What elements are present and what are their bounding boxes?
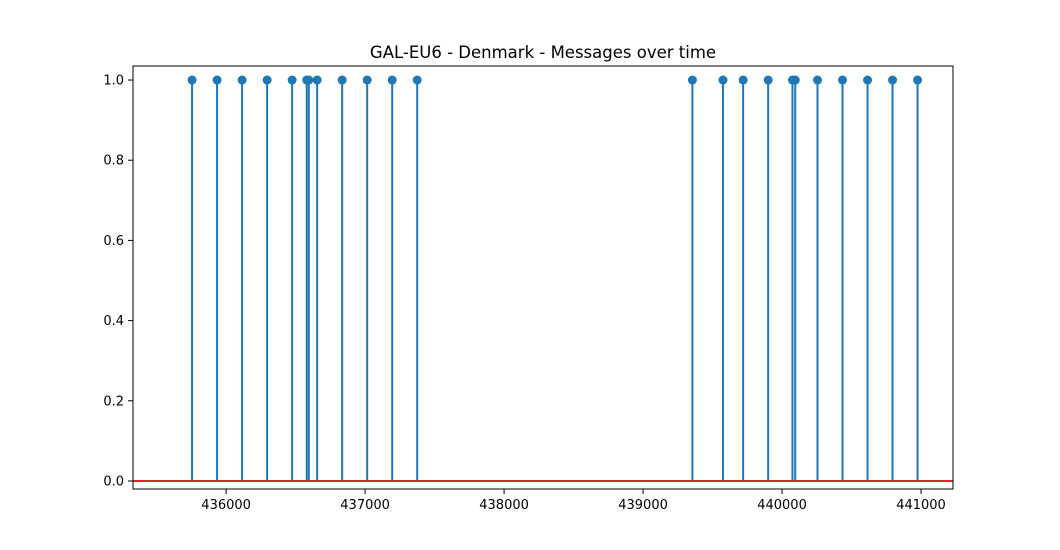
stem-marker: [738, 75, 748, 85]
y-axis: 0.0 0.2 0.4 0.6 0.8 1.0: [103, 74, 133, 489]
y-tick-label: 0.0: [103, 474, 124, 489]
stem-marker: [262, 75, 272, 85]
x-tick-label: 441000: [896, 498, 946, 513]
stem-marker: [838, 75, 848, 85]
markers-group: [187, 75, 923, 85]
stem-marker: [312, 75, 322, 85]
y-tick-label: 1.0: [103, 74, 124, 89]
stem-marker: [687, 75, 697, 85]
stem-marker: [412, 75, 422, 85]
stem-marker: [790, 75, 800, 85]
y-tick-label: 0.2: [103, 394, 124, 409]
stem-marker: [304, 75, 314, 85]
stem-marker: [212, 75, 222, 85]
stem-marker: [888, 75, 898, 85]
chart-title: GAL-EU6 - Denmark - Messages over time: [370, 43, 716, 62]
y-tick-label: 0.4: [103, 314, 124, 329]
stem-marker: [387, 75, 397, 85]
x-tick-label: 438000: [479, 498, 529, 513]
stem-marker: [287, 75, 297, 85]
stem-marker: [812, 75, 822, 85]
stem-marker: [863, 75, 873, 85]
plot-frame: [132, 65, 954, 490]
x-tick-label: 440000: [757, 498, 807, 513]
y-tick-label: 0.6: [103, 234, 124, 249]
stem-marker: [237, 75, 247, 85]
x-tick-label: 439000: [618, 498, 668, 513]
stem-marker: [362, 75, 372, 85]
stem-marker: [187, 75, 197, 85]
stem-marker: [718, 75, 728, 85]
x-tick-label: 436000: [201, 498, 251, 513]
x-tick-label: 437000: [340, 498, 390, 513]
stem-marker: [337, 75, 347, 85]
stem-marker: [913, 75, 923, 85]
x-axis: 436000 437000 438000 439000 440000 441000: [201, 489, 946, 513]
stems-group: [191, 80, 919, 481]
y-tick-label: 0.8: [103, 154, 124, 169]
stem-marker: [763, 75, 773, 85]
